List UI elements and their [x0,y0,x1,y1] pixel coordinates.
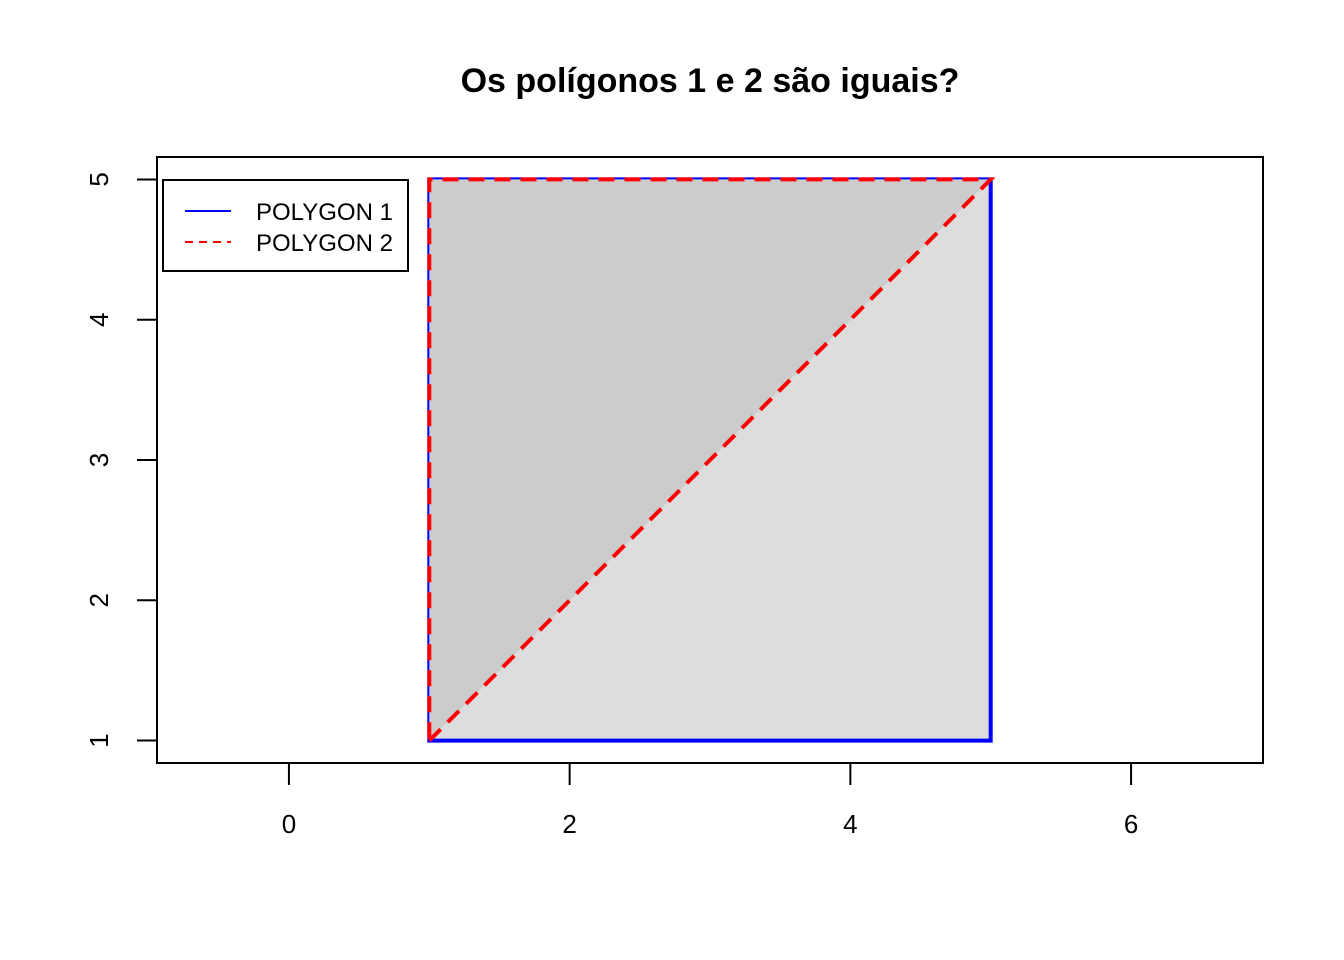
legend-box [162,179,409,272]
legend: POLYGON 1 POLYGON 2 [162,179,409,272]
polygon-2 [427,177,996,746]
x-tick-label: 4 [843,809,857,839]
x-tick-label: 2 [562,809,576,839]
legend-label: POLYGON 2 [256,230,393,257]
y-tick-label: 2 [84,593,114,607]
legend-label: POLYGON 1 [256,199,393,226]
x-tick-label: 6 [1124,809,1138,839]
y-tick-label: 1 [84,733,114,747]
x-tick-label: 0 [282,809,296,839]
y-tick-label: 5 [84,172,114,186]
y-tick-label: 3 [84,453,114,467]
chart-title: Os polígonos 1 e 2 são iguais? [461,62,960,100]
y-tick-label: 4 [84,312,114,326]
